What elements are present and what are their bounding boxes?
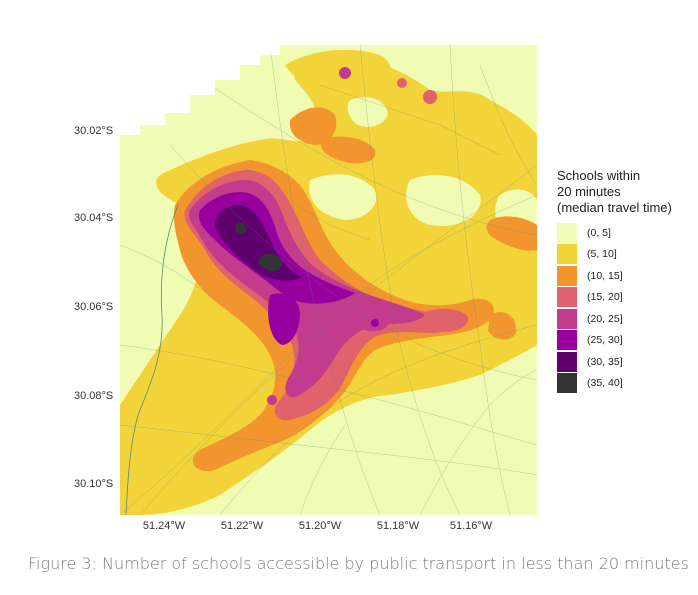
legend-label: (35, 40] xyxy=(587,377,623,390)
legend-label: (15, 20] xyxy=(587,291,623,304)
figure-caption: Figure 3: Number of schools accessible b… xyxy=(28,554,689,573)
hotspot-c xyxy=(267,395,277,405)
y-tick-label: 30.02°S xyxy=(74,125,114,137)
legend-item: (5, 10] xyxy=(557,244,697,266)
x-tick-label: 51.16°W xyxy=(449,520,493,532)
region-0-5-hole-e xyxy=(347,97,388,127)
region-20-25-east xyxy=(355,309,389,332)
legend-swatch xyxy=(557,373,577,394)
hotspot-b xyxy=(339,67,351,79)
legend-item: (25, 30] xyxy=(557,330,697,352)
legend-title: Schools within 20 minutes (median travel… xyxy=(557,168,672,215)
legend-label: (20, 25] xyxy=(587,312,623,325)
legend-swatch xyxy=(557,265,577,286)
region-10-15-northeast xyxy=(320,136,376,164)
region-10-15-east xyxy=(486,216,537,251)
region-10-15-southeast xyxy=(488,312,517,340)
x-tick-label: 51.20°W xyxy=(298,520,342,532)
legend-swatch xyxy=(557,308,577,329)
legend-item: (10, 15] xyxy=(557,265,697,287)
legend-label: (30, 35] xyxy=(587,355,623,368)
hotspot-a xyxy=(371,319,379,327)
legend: Schools within 20 minutes (median travel… xyxy=(557,168,697,394)
y-tick-label: 30.06°S xyxy=(74,301,114,313)
legend-swatch xyxy=(557,287,577,308)
region-0-5-hole-b xyxy=(406,175,481,226)
y-tick-label: 30.04°S xyxy=(74,212,114,224)
x-tick-label: 51.18°W xyxy=(376,520,420,532)
unmapped-edge xyxy=(120,45,280,135)
hotspot-d xyxy=(397,78,407,88)
legend-item: (20, 25] xyxy=(557,308,697,330)
region-10-15-north xyxy=(289,107,337,145)
region-15-20-east xyxy=(419,308,469,333)
legend-item: (0, 5] xyxy=(557,222,697,244)
legend-label: (25, 30] xyxy=(587,334,623,347)
legend-item: (15, 20] xyxy=(557,287,697,309)
legend-swatch xyxy=(557,330,577,351)
hotspot-e xyxy=(423,90,437,104)
region-5-10-north xyxy=(285,49,391,97)
legend-label: (0, 5] xyxy=(587,226,611,239)
region-25-30-south xyxy=(268,293,300,345)
legend-swatch xyxy=(557,222,577,243)
region-35-40-b xyxy=(235,222,247,234)
road-network xyxy=(120,45,537,515)
legend-label: (10, 15] xyxy=(587,269,623,282)
x-tick-label: 51.22°W xyxy=(220,520,264,532)
coastline xyxy=(125,204,179,515)
legend-item: (35, 40] xyxy=(557,373,697,395)
legend-label: (5, 10] xyxy=(587,248,617,261)
region-35-40 xyxy=(258,253,283,271)
legend-item: (30, 35] xyxy=(557,351,697,373)
legend-swatch xyxy=(557,244,577,265)
region-0-5-hole-a xyxy=(309,174,377,220)
y-tick-label: 30.08°S xyxy=(74,390,114,402)
travel-time-map xyxy=(120,45,537,515)
y-tick-label: 30.10°S xyxy=(74,478,114,490)
legend-swatch xyxy=(557,351,577,372)
x-tick-label: 51.24°W xyxy=(142,520,186,532)
